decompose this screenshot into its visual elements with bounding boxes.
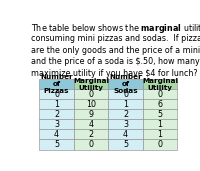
Bar (108, 109, 143, 119)
Text: 1: 1 (54, 100, 59, 109)
Text: 4: 4 (54, 130, 59, 139)
Bar (143, 129, 177, 140)
Bar (143, 119, 177, 129)
Bar (143, 109, 177, 119)
Bar (108, 89, 143, 99)
Bar (108, 140, 143, 150)
Text: 5: 5 (157, 110, 163, 119)
Text: 0: 0 (89, 90, 94, 99)
Bar (74, 89, 108, 99)
Bar (108, 99, 143, 109)
Bar (74, 99, 108, 109)
Bar (39, 129, 74, 140)
Bar (39, 79, 74, 89)
Text: are the only goods and the price of a mini pizza is $1: are the only goods and the price of a mi… (31, 46, 200, 55)
Bar (108, 119, 143, 129)
Text: 4: 4 (123, 130, 128, 139)
Text: 5: 5 (54, 140, 59, 149)
Bar (74, 79, 108, 89)
Text: maximize utility if you have $4 for lunch?: maximize utility if you have $4 for lunc… (31, 69, 198, 78)
Text: consuming mini pizzas and sodas.  If pizzas and soda: consuming mini pizzas and sodas. If pizz… (31, 34, 200, 43)
Bar (143, 89, 177, 99)
Text: 1: 1 (158, 130, 163, 139)
Bar (74, 129, 108, 140)
Text: 0: 0 (54, 90, 59, 99)
Text: 0: 0 (123, 90, 128, 99)
Bar (39, 119, 74, 129)
Text: 0: 0 (158, 90, 163, 99)
Text: and the price of a soda is $.50, how many of each will: and the price of a soda is $.50, how man… (31, 57, 200, 66)
Text: 0: 0 (89, 140, 94, 149)
Bar (39, 99, 74, 109)
Text: Marginal
Utility: Marginal Utility (142, 78, 178, 90)
Text: 1: 1 (158, 120, 163, 129)
Text: Marginal
Utility: Marginal Utility (73, 78, 109, 90)
Bar (108, 129, 143, 140)
Text: 4: 4 (89, 120, 94, 129)
Bar (39, 109, 74, 119)
Text: 2: 2 (54, 110, 59, 119)
Text: 5: 5 (123, 140, 128, 149)
Bar (39, 140, 74, 150)
Bar (74, 119, 108, 129)
Text: 10: 10 (86, 100, 96, 109)
Text: 2: 2 (89, 130, 94, 139)
Text: 9: 9 (89, 110, 94, 119)
Bar (108, 79, 143, 89)
Bar (143, 140, 177, 150)
Text: 3: 3 (54, 120, 59, 129)
Bar (74, 140, 108, 150)
Bar (143, 99, 177, 109)
Bar (39, 89, 74, 99)
Text: Number
of
Pizzas: Number of Pizzas (40, 74, 73, 94)
Text: 2: 2 (123, 110, 128, 119)
Bar (74, 109, 108, 119)
Text: 3: 3 (123, 120, 128, 129)
Text: 1: 1 (123, 100, 128, 109)
Bar (143, 79, 177, 89)
Text: The table below shows the $\mathbf{marginal}$ utility from: The table below shows the $\mathbf{margi… (31, 23, 200, 36)
Text: Number
of
Sodas: Number of Sodas (109, 74, 142, 94)
Text: 6: 6 (158, 100, 163, 109)
Text: 0: 0 (158, 140, 163, 149)
